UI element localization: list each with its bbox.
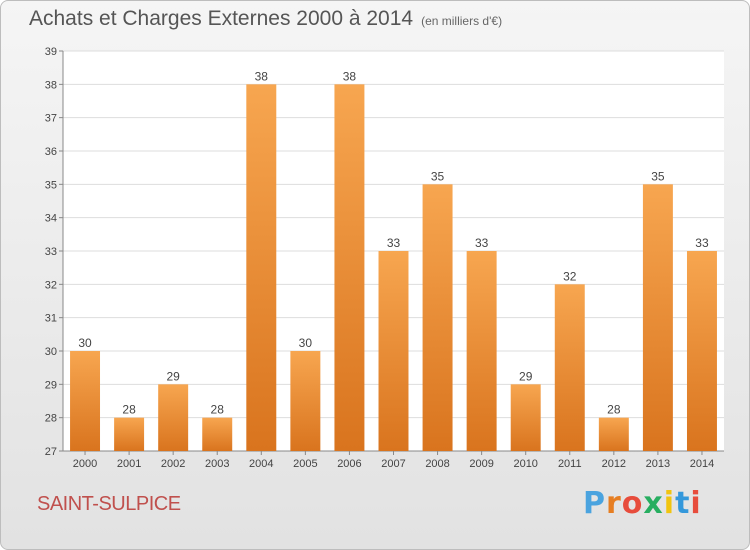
x-tick-label: 2013 [646, 458, 670, 470]
x-tick-label: 2011 [558, 458, 582, 470]
x-tick-label: 2000 [73, 458, 97, 470]
brand-letter: o [621, 486, 644, 521]
bar-value-label: 30 [299, 336, 313, 350]
bar-value-label: 33 [387, 236, 401, 250]
bar [334, 84, 365, 451]
bar-value-label: 28 [122, 403, 136, 417]
x-tick-label: 2003 [205, 458, 229, 470]
bar [598, 417, 629, 451]
title-text: Achats et Charges Externes 2000 à 2014 [29, 7, 414, 30]
bar [290, 351, 321, 451]
bar-value-label: 33 [475, 236, 489, 250]
bar-value-label: 32 [563, 269, 577, 283]
bar-value-label: 30 [78, 336, 92, 350]
y-tick-label: 35 [45, 179, 57, 191]
brand-letter: i [663, 486, 676, 521]
x-tick-label: 2001 [117, 458, 141, 470]
bar-value-label: 28 [211, 403, 225, 417]
brand-letter: x [643, 486, 664, 521]
bar [686, 251, 717, 451]
y-tick-label: 38 [45, 79, 57, 91]
chart-title: Achats et Charges Externes 2000 à 2014 (e… [29, 7, 502, 31]
bar [158, 384, 189, 451]
bar-value-label: 38 [343, 69, 357, 83]
bar [554, 284, 585, 451]
y-tick-label: 31 [45, 313, 57, 325]
bar-value-label: 35 [651, 169, 665, 183]
x-tick-label: 2008 [425, 458, 449, 470]
bar [378, 251, 409, 451]
y-tick-label: 33 [45, 246, 57, 258]
x-tick-label: 2006 [337, 458, 361, 470]
y-tick-label: 36 [45, 146, 57, 158]
bar-value-label: 28 [607, 403, 621, 417]
bar-value-label: 38 [255, 69, 269, 83]
bar-value-label: 35 [431, 169, 445, 183]
bar [466, 251, 497, 451]
bar [642, 184, 673, 452]
y-tick-label: 32 [45, 279, 57, 291]
x-tick-label: 2010 [513, 458, 537, 470]
y-tick-label: 29 [45, 379, 57, 391]
y-tick-label: 37 [45, 113, 57, 125]
x-tick-label: 2007 [381, 458, 405, 470]
y-tick-label: 30 [45, 346, 57, 358]
bar [510, 384, 541, 451]
x-tick-label: 2009 [469, 458, 493, 470]
y-tick-label: 39 [45, 46, 57, 58]
brand-letter: P [583, 486, 606, 521]
x-tick-label: 2005 [293, 458, 317, 470]
brand-letter: i [690, 486, 702, 521]
x-tick-label: 2014 [690, 458, 714, 470]
bar-value-label: 29 [519, 369, 533, 383]
x-tick-label: 2002 [161, 458, 185, 470]
y-tick-label: 27 [45, 446, 57, 458]
bar [70, 351, 101, 451]
brand-logo: Proxiti [583, 486, 702, 521]
y-tick-label: 28 [45, 413, 57, 425]
brand-letter: t [675, 486, 691, 521]
location-label: SAINT-SULPICE [37, 493, 181, 515]
title-unit: (en milliers d'€) [421, 14, 503, 28]
bar-value-label: 33 [695, 236, 709, 250]
bar [202, 417, 233, 451]
bar [246, 84, 277, 451]
brand-letter: r [606, 486, 622, 521]
bar-value-label: 29 [166, 369, 180, 383]
bar [114, 417, 145, 451]
y-tick-label: 34 [45, 213, 57, 225]
bar [422, 184, 453, 452]
x-tick-label: 2012 [602, 458, 626, 470]
x-tick-label: 2004 [249, 458, 273, 470]
